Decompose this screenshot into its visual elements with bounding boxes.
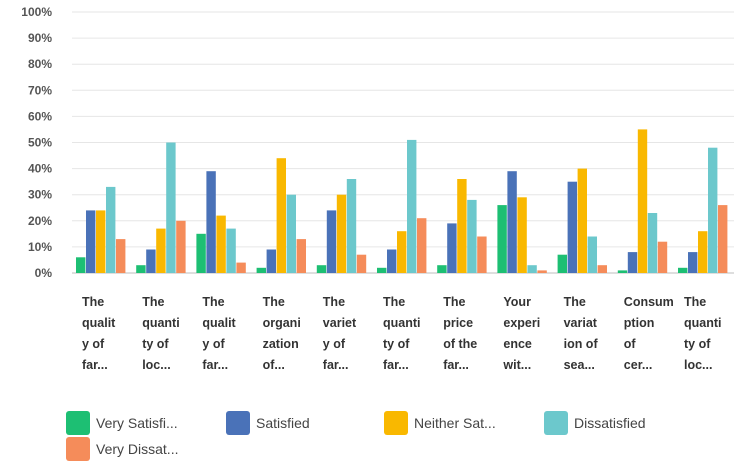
bar: [326, 210, 337, 273]
bar: [76, 257, 86, 273]
legend-label: Satisfied: [256, 415, 310, 431]
y-tick-label: 0%: [35, 266, 53, 280]
y-tick-label: 60%: [28, 109, 52, 123]
bar: [296, 239, 306, 273]
y-tick-label: 20%: [28, 214, 52, 228]
x-category-label: The qualit y of far...: [202, 295, 236, 372]
bar: [517, 197, 527, 273]
bar: [206, 171, 216, 273]
x-category-label: The quanti ty of loc...: [142, 295, 180, 372]
bar: [166, 142, 176, 273]
legend-label: Neither Sat...: [414, 415, 496, 431]
bar: [397, 231, 407, 273]
y-tick-label: 40%: [28, 162, 52, 176]
bar: [657, 241, 668, 273]
bar: [467, 199, 477, 273]
bar: [447, 223, 457, 273]
bar: [567, 181, 577, 273]
bar: [587, 236, 597, 273]
bar: [276, 158, 286, 273]
bar: [256, 267, 266, 273]
bar: [407, 139, 417, 273]
x-category-label: The quanti ty of far...: [383, 295, 421, 372]
bar: [417, 218, 427, 273]
bar: [196, 233, 206, 273]
legend: Very Satisfi... Satisfied Neither Sat... Di…: [66, 411, 726, 463]
bar: [597, 265, 607, 273]
bar: [527, 265, 537, 273]
legend-item: Dissatisfied: [544, 411, 646, 435]
bar: [457, 179, 467, 273]
bar: [557, 254, 567, 273]
bar: [537, 270, 547, 273]
bar: [497, 205, 507, 273]
legend-swatch: [66, 437, 90, 461]
bar: [577, 168, 587, 273]
bar: [146, 249, 156, 273]
bar: [617, 270, 628, 273]
bar: [136, 265, 146, 273]
bar: [477, 236, 487, 273]
bar: [718, 205, 728, 273]
legend-item: Neither Sat...: [384, 411, 496, 435]
legend-label: Very Dissat...: [96, 441, 179, 457]
x-category-label: The quanti ty of loc...: [684, 295, 722, 372]
y-tick-label: 30%: [28, 188, 52, 202]
bar: [226, 228, 236, 273]
bar: [688, 252, 698, 273]
x-category-label: The price of the far...: [443, 295, 478, 372]
legend-swatch: [384, 411, 408, 435]
bars: [76, 129, 728, 273]
legend-swatch: [66, 411, 90, 435]
bar: [387, 249, 397, 273]
legend-swatch: [544, 411, 568, 435]
y-tick-label: 70%: [28, 83, 52, 97]
legend-item: Satisfied: [226, 411, 310, 435]
legend-label: Dissatisfied: [574, 415, 646, 431]
x-category-label: Consum ption of cer...: [623, 295, 674, 372]
legend-swatch: [226, 411, 250, 435]
bar: [708, 147, 718, 273]
x-category-label: Your experi ence wit...: [503, 295, 541, 372]
bar: [356, 254, 367, 273]
bar: [507, 171, 517, 273]
bar: [286, 194, 296, 273]
bar: [346, 179, 357, 273]
bar: [106, 186, 116, 273]
y-tick-label: 80%: [28, 57, 52, 71]
bar: [116, 239, 126, 273]
legend-label: Very Satisfi...: [96, 415, 178, 431]
x-category-label: The organi zation of...: [262, 295, 301, 372]
x-category-label: The qualit y of far...: [82, 295, 116, 372]
bar: [86, 210, 96, 273]
bar: [627, 252, 638, 273]
x-category-label: The variat ion of sea...: [563, 295, 598, 372]
bar: [437, 265, 447, 273]
bar: [316, 265, 327, 273]
bar: [266, 249, 276, 273]
bar: [176, 220, 186, 273]
x-category-label: The variet y of far...: [322, 295, 357, 372]
y-tick-label: 100%: [21, 5, 52, 19]
y-tick-label: 50%: [28, 136, 52, 150]
y-axis-ticks: 0% 10% 20% 30% 40% 50% 60% 70% 80% 90% 100%: [21, 5, 52, 280]
bar: [377, 267, 387, 273]
bar: [647, 213, 658, 273]
bar: [698, 231, 708, 273]
bar: [156, 228, 166, 273]
bar: [236, 262, 246, 273]
bar: [216, 215, 226, 273]
legend-item: Very Dissat...: [66, 437, 178, 461]
y-tick-label: 90%: [28, 31, 52, 45]
bar: [637, 129, 648, 273]
bar: [678, 267, 688, 273]
bar: [96, 210, 106, 273]
y-tick-label: 10%: [28, 240, 52, 254]
bar: [336, 194, 347, 273]
legend-item: Very Satisfi...: [66, 411, 178, 435]
